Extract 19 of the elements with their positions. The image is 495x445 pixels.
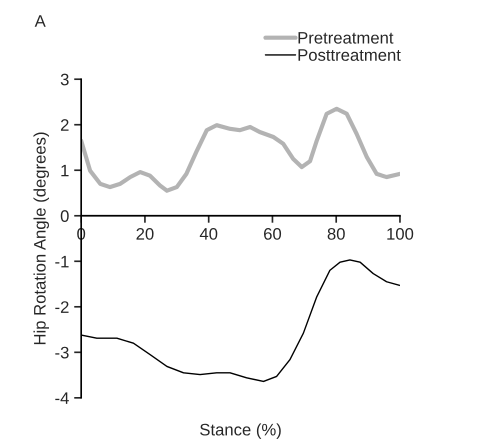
line-series — [81, 106, 400, 193]
y-tick-label: 3 — [60, 74, 69, 86]
legend-label: Pretreatment — [298, 32, 394, 44]
x-tick-label: 80 — [328, 228, 345, 240]
y-tick-label: -1 — [55, 256, 69, 268]
legend-label: Posttreatment — [298, 49, 401, 61]
y-tick-label: 2 — [60, 119, 69, 131]
x-tick-label: 40 — [200, 228, 218, 240]
x-tick-label: 100 — [387, 228, 414, 240]
x-tick-label: 60 — [264, 228, 282, 240]
y-tick-label: -4 — [55, 392, 69, 404]
chart-title: A — [34, 15, 46, 27]
y-tick-label: -3 — [55, 346, 69, 359]
y-tick-label: -2 — [55, 301, 69, 313]
x-axis-title: Stance (%) — [200, 423, 281, 439]
y-tick-label: 0 — [60, 210, 69, 222]
y-tick-label: 1 — [61, 164, 69, 176]
x-tick-label: 20 — [136, 228, 154, 240]
y-axis-title: Hip Rotation Angle (degrees) — [33, 132, 49, 344]
